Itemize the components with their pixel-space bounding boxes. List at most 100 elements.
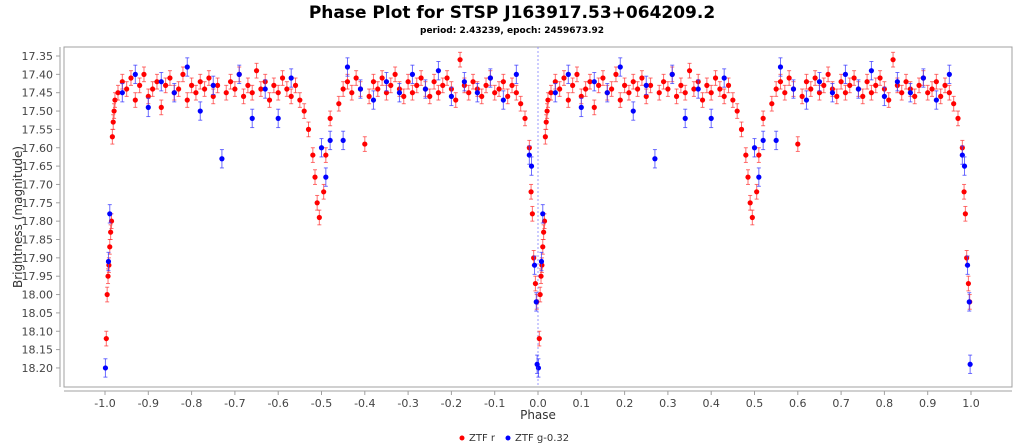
data-point: [916, 77, 922, 94]
data-point: [838, 73, 844, 90]
data-point: [487, 68, 493, 88]
data-point: [951, 95, 957, 112]
data-point: [545, 92, 551, 108]
data-point: [305, 121, 312, 138]
data-point: [938, 88, 944, 105]
data-point: [803, 73, 810, 90]
data-point: [340, 81, 346, 97]
data-point: [647, 77, 654, 94]
data-point: [907, 83, 913, 103]
data-point: [227, 73, 234, 90]
data-point: [107, 239, 113, 255]
data-point: [366, 88, 372, 105]
data-point: [370, 73, 377, 90]
data-point: [743, 147, 749, 163]
data-point: [236, 64, 242, 85]
data-point: [223, 84, 229, 101]
data-point: [834, 88, 840, 105]
data-point: [773, 81, 779, 97]
data-point: [405, 73, 411, 90]
data-point: [536, 330, 542, 347]
data-point: [540, 204, 546, 224]
data-point: [197, 101, 203, 121]
data-point: [929, 81, 935, 97]
data-point: [587, 73, 593, 90]
data-point: [150, 81, 156, 97]
data-point: [842, 64, 849, 85]
data-point: [197, 73, 203, 90]
data-point: [284, 81, 290, 97]
data-point: [754, 183, 760, 200]
data-point: [240, 88, 247, 105]
data-point: [492, 84, 498, 101]
data-point: [180, 66, 186, 83]
legend: ZTF r ZTF g-0.32: [459, 433, 569, 444]
data-point: [613, 66, 619, 83]
data-point: [145, 97, 151, 118]
data-point: [933, 90, 939, 110]
data-point: [323, 167, 329, 187]
data-point: [245, 77, 251, 94]
data-point: [682, 108, 688, 129]
data-point: [600, 70, 606, 86]
data-point: [695, 79, 701, 99]
data-point: [777, 73, 784, 90]
data-point: [790, 79, 797, 99]
data-point: [253, 62, 260, 79]
y-axis-ticks: 17.35 17.40 17.45 17.50 17.55 17.60 17.65 17.70…: [22, 50, 60, 375]
x-tick-label: 0.4: [702, 397, 720, 410]
data-point: [925, 84, 931, 101]
data-point: [552, 83, 558, 103]
data-point: [967, 354, 973, 374]
data-point: [565, 92, 571, 108]
data-point: [656, 84, 662, 101]
data-point: [336, 95, 342, 112]
legend-label-ztf-g: ZTF g-0.32: [515, 433, 569, 444]
y-tick-label: 18.05: [22, 307, 54, 320]
data-point: [738, 121, 745, 138]
data-point: [327, 110, 333, 127]
data-point: [275, 108, 281, 129]
data-point: [453, 92, 459, 108]
data-point: [966, 292, 972, 312]
data-point: [868, 84, 875, 101]
data-point: [912, 88, 918, 105]
data-point: [548, 84, 554, 101]
data-point: [777, 57, 784, 77]
data-point: [544, 103, 550, 119]
x-tick-label: -0.4: [354, 397, 375, 410]
y-tick-label: 17.35: [22, 50, 54, 63]
data-point: [158, 99, 164, 116]
data-point: [262, 79, 268, 99]
data-point: [609, 81, 615, 97]
data-point: [808, 81, 814, 97]
y-tick-label: 17.55: [22, 123, 54, 136]
data-point: [105, 251, 112, 272]
data-point: [206, 70, 212, 86]
data-point: [816, 72, 823, 92]
data-point: [574, 66, 580, 83]
data-point: [418, 70, 424, 86]
x-tick-label: -0.8: [181, 397, 202, 410]
data-point: [745, 169, 751, 185]
data-point: [275, 84, 281, 101]
data-point: [414, 77, 420, 94]
x-tick-label: -0.3: [397, 397, 418, 410]
data-point: [409, 84, 416, 101]
y-tick-label: 18.00: [22, 289, 54, 302]
data-point: [500, 73, 506, 90]
data-point: [375, 81, 381, 97]
data-point: [249, 108, 255, 129]
data-point: [821, 77, 827, 94]
data-point: [652, 149, 658, 169]
data-point: [279, 70, 286, 86]
data-point: [799, 88, 805, 105]
data-point: [353, 70, 359, 86]
data-point: [483, 77, 489, 94]
data-point: [634, 81, 641, 97]
data-point: [534, 354, 540, 374]
data-point: [591, 99, 597, 116]
data-point: [189, 77, 195, 94]
data-point: [686, 62, 693, 79]
